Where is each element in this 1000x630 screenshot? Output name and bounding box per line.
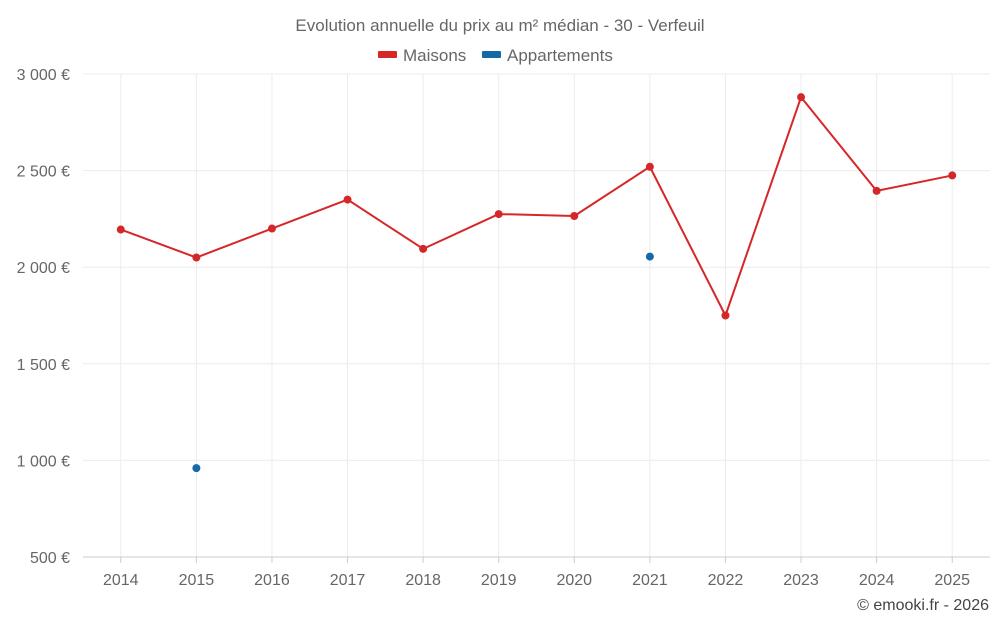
x-tick-label: 2025 [934, 572, 970, 589]
credit-text: © emooki.fr - 2026 [857, 597, 989, 614]
x-tick-label: 2021 [632, 572, 668, 589]
x-tick-label: 2024 [859, 572, 895, 589]
data-point-maisons-2022[interactable] [721, 311, 730, 320]
data-point-maisons-2021[interactable] [645, 162, 654, 171]
x-tick-label: 2017 [330, 572, 366, 589]
data-point-maisons-2018[interactable] [419, 244, 428, 253]
data-point-maisons-2023[interactable] [797, 93, 806, 102]
y-tick-label: 1 000 € [17, 453, 70, 470]
axes: 500 € 1 000 € 1 500 € 2 000 € 2 500 € 3 000 €… [17, 67, 990, 589]
legend-label-appartements: Appartements [507, 46, 613, 65]
legend-item-maisons[interactable]: Maisons [378, 46, 466, 65]
series-line-maisons [120, 96, 953, 317]
x-tick-label: 2020 [556, 572, 592, 589]
x-tick-label: 2023 [783, 572, 819, 589]
data-point-appartements-2021[interactable] [645, 252, 654, 261]
legend: Maisons Appartements [378, 46, 613, 65]
x-tick-label: 2015 [179, 572, 215, 589]
legend-swatch-maisons [378, 51, 397, 58]
x-tick-label: 2016 [254, 572, 290, 589]
data-point-maisons-2024[interactable] [872, 186, 881, 195]
data-point-maisons-2015[interactable] [192, 253, 201, 262]
series [116, 93, 957, 473]
data-point-maisons-2025[interactable] [948, 171, 957, 180]
y-tick-label: 500 € [30, 550, 70, 567]
data-point-maisons-2016[interactable] [267, 224, 276, 233]
data-point-appartements-2015[interactable] [192, 464, 201, 473]
legend-item-appartements[interactable]: Appartements [482, 46, 613, 65]
y-tick-label: 1 500 € [17, 357, 70, 374]
x-tick-label: 2014 [103, 572, 139, 589]
y-tick-label: 2 500 € [17, 164, 70, 181]
legend-swatch-appartements [482, 51, 501, 58]
data-point-maisons-2017[interactable] [343, 195, 352, 204]
data-point-maisons-2014[interactable] [116, 225, 125, 234]
legend-label-maisons: Maisons [403, 46, 466, 65]
grid [83, 73, 990, 557]
x-tick-label: 2019 [481, 572, 517, 589]
y-tick-label: 3 000 € [17, 67, 70, 84]
data-point-maisons-2019[interactable] [494, 210, 503, 219]
chart-title: Evolution annuelle du prix au m² médian … [295, 16, 704, 35]
x-tick-label: 2018 [405, 572, 441, 589]
y-tick-label: 2 000 € [17, 260, 70, 277]
data-point-maisons-2020[interactable] [570, 212, 579, 221]
x-tick-label: 2022 [708, 572, 744, 589]
